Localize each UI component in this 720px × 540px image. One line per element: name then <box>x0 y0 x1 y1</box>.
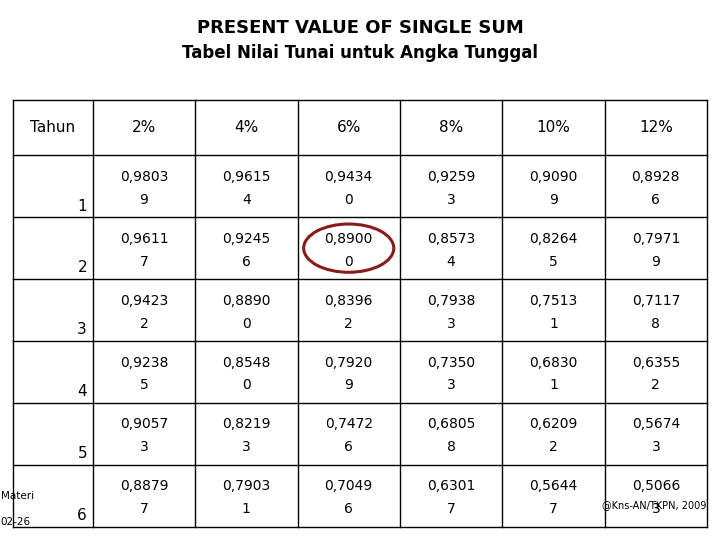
Text: 9: 9 <box>140 193 148 207</box>
Text: 0,6355: 0,6355 <box>631 355 680 369</box>
Text: 0,7049: 0,7049 <box>325 480 373 494</box>
Text: 2: 2 <box>140 316 148 330</box>
Text: 2: 2 <box>652 379 660 393</box>
Text: 0,8219: 0,8219 <box>222 417 271 431</box>
Text: 0,9423: 0,9423 <box>120 294 168 308</box>
Text: Tabel Nilai Tunai untuk Angka Tunggal: Tabel Nilai Tunai untuk Angka Tunggal <box>182 44 538 62</box>
Text: 3: 3 <box>242 440 251 454</box>
Text: 8%: 8% <box>439 120 463 135</box>
Text: 8: 8 <box>652 316 660 330</box>
Text: 0,9611: 0,9611 <box>120 232 168 246</box>
Text: 3: 3 <box>652 440 660 454</box>
Text: 1: 1 <box>549 379 558 393</box>
Text: 0: 0 <box>344 193 353 207</box>
Text: 1: 1 <box>549 316 558 330</box>
Text: 0,7472: 0,7472 <box>325 417 373 431</box>
Text: 0,6301: 0,6301 <box>427 480 475 494</box>
Text: 3: 3 <box>446 193 456 207</box>
Text: 0,5674: 0,5674 <box>631 417 680 431</box>
Text: 7: 7 <box>140 255 148 269</box>
Text: 6%: 6% <box>336 120 361 135</box>
Text: 0,9090: 0,9090 <box>529 170 577 184</box>
Text: 2: 2 <box>77 260 87 275</box>
Text: 6: 6 <box>344 440 353 454</box>
Text: 0,8900: 0,8900 <box>325 232 373 246</box>
Text: 0,8548: 0,8548 <box>222 355 271 369</box>
Text: 0,7920: 0,7920 <box>325 355 373 369</box>
Text: 0,7971: 0,7971 <box>631 232 680 246</box>
Text: PRESENT VALUE OF SINGLE SUM: PRESENT VALUE OF SINGLE SUM <box>197 19 523 37</box>
Text: 8: 8 <box>446 440 456 454</box>
Text: 0,7350: 0,7350 <box>427 355 475 369</box>
Text: 3: 3 <box>446 316 456 330</box>
Text: 3: 3 <box>652 502 660 516</box>
Text: 1: 1 <box>242 502 251 516</box>
Text: 5: 5 <box>140 379 148 393</box>
Text: 5: 5 <box>77 446 87 461</box>
Text: 0,9057: 0,9057 <box>120 417 168 431</box>
Text: 3: 3 <box>77 322 87 338</box>
Text: 0,8928: 0,8928 <box>631 170 680 184</box>
Text: 12%: 12% <box>639 120 672 135</box>
Text: 9: 9 <box>652 255 660 269</box>
Text: 0,8396: 0,8396 <box>325 294 373 308</box>
Text: 2: 2 <box>549 440 558 454</box>
Text: 6: 6 <box>77 508 87 523</box>
Text: 0,6209: 0,6209 <box>529 417 577 431</box>
Text: 0,7903: 0,7903 <box>222 480 271 494</box>
Text: 2: 2 <box>344 316 353 330</box>
Text: 10%: 10% <box>536 120 570 135</box>
Text: 6: 6 <box>652 193 660 207</box>
Text: 0,5066: 0,5066 <box>631 480 680 494</box>
Text: Tahun: Tahun <box>30 120 76 135</box>
Text: 4: 4 <box>446 255 456 269</box>
Text: 4: 4 <box>77 384 87 399</box>
Text: Materi: Materi <box>1 490 34 501</box>
Text: 0,9615: 0,9615 <box>222 170 271 184</box>
Text: 5: 5 <box>549 255 558 269</box>
Text: 3: 3 <box>446 379 456 393</box>
Text: 0,7938: 0,7938 <box>427 294 475 308</box>
Text: 0: 0 <box>242 316 251 330</box>
Text: 02-26: 02-26 <box>1 517 31 527</box>
Text: 0: 0 <box>344 255 353 269</box>
Text: 2%: 2% <box>132 120 156 135</box>
Text: 0,8264: 0,8264 <box>529 232 577 246</box>
Text: 0,9434: 0,9434 <box>325 170 373 184</box>
Text: 0,9803: 0,9803 <box>120 170 168 184</box>
Text: 7: 7 <box>446 502 456 516</box>
Text: 7: 7 <box>549 502 558 516</box>
Text: 0,9245: 0,9245 <box>222 232 271 246</box>
Text: 0,8573: 0,8573 <box>427 232 475 246</box>
Text: 0,6830: 0,6830 <box>529 355 577 369</box>
Text: 0: 0 <box>242 379 251 393</box>
Text: 9: 9 <box>549 193 558 207</box>
Text: 0,8879: 0,8879 <box>120 480 168 494</box>
Text: 7: 7 <box>140 502 148 516</box>
Text: 0,9259: 0,9259 <box>427 170 475 184</box>
Text: 0,5644: 0,5644 <box>529 480 577 494</box>
Text: 6: 6 <box>242 255 251 269</box>
Text: 0,7513: 0,7513 <box>529 294 577 308</box>
Text: 3: 3 <box>140 440 148 454</box>
Text: @Kns-AN/TKPN, 2009: @Kns-AN/TKPN, 2009 <box>602 500 706 510</box>
Text: 4: 4 <box>242 193 251 207</box>
Text: 9: 9 <box>344 379 353 393</box>
Text: 4%: 4% <box>234 120 258 135</box>
Text: 1: 1 <box>77 199 87 214</box>
Text: 6: 6 <box>344 502 353 516</box>
Text: 0,9238: 0,9238 <box>120 355 168 369</box>
Text: 0,6805: 0,6805 <box>427 417 475 431</box>
Text: 0,7117: 0,7117 <box>631 294 680 308</box>
Text: 0,8890: 0,8890 <box>222 294 271 308</box>
